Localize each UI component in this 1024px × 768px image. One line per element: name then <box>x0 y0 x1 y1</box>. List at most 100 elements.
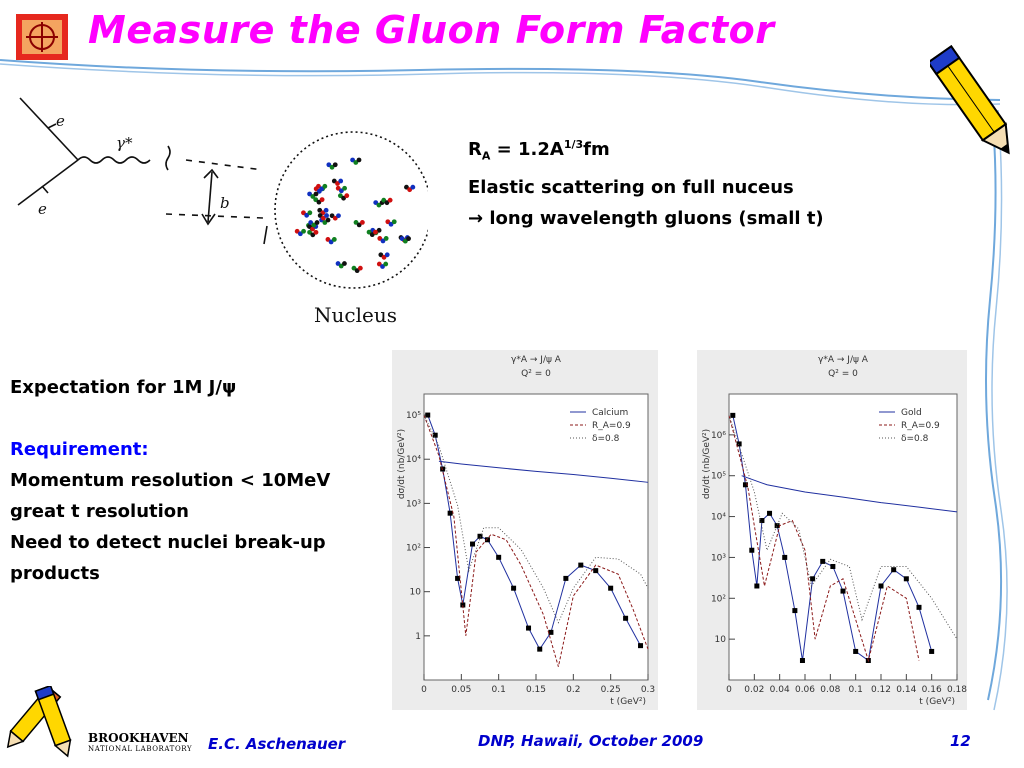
gold-chart: γ*A → J/ψ A Q² = 0 0 0.02 0.04 0.06 0.08 0.1 0.1… <box>702 355 967 707</box>
pencils-icon <box>6 686 72 758</box>
legend-entry: R_A=0.9 <box>592 421 631 431</box>
x-tick-label: 0.08 <box>820 685 840 695</box>
nucleon <box>332 162 338 168</box>
data-point <box>578 562 584 568</box>
legend-entry: δ=0.8 <box>592 434 620 444</box>
x-tick-label: 0.05 <box>451 685 471 695</box>
page-number: 12 <box>950 732 971 750</box>
y-tick-label: 10³ <box>406 499 421 509</box>
y-tick-label: 10⁵ <box>711 472 726 482</box>
nucleon-cluster <box>294 157 416 274</box>
data-point <box>742 482 748 488</box>
data-point <box>470 541 476 547</box>
data-point <box>608 585 614 591</box>
x-tick-label: 0.2 <box>566 685 580 695</box>
data-point <box>496 554 502 560</box>
nucleon <box>331 237 337 242</box>
data-point <box>736 441 742 447</box>
y-tick-label: 10 <box>410 588 422 598</box>
x-tick-label: 0.15 <box>526 685 546 695</box>
nucleon <box>406 236 411 242</box>
data-point <box>767 510 773 516</box>
data-point <box>455 575 461 581</box>
x-tick-label: 0.02 <box>744 685 764 695</box>
nucleon <box>391 219 397 225</box>
nucleon <box>356 157 362 163</box>
plot-frame <box>423 393 649 681</box>
data-point <box>593 568 599 574</box>
series-Gold-line <box>732 415 933 662</box>
nucleon <box>344 193 350 199</box>
data-point <box>425 412 431 418</box>
nucleon <box>322 183 328 189</box>
nucleon <box>376 227 382 233</box>
y-tick-label: 10 <box>715 635 727 645</box>
nucleon <box>323 207 329 213</box>
data-point <box>563 575 569 581</box>
x-tick-label: 0.06 <box>795 685 815 695</box>
nucleus-label: Nucleus <box>314 303 397 327</box>
series-coherent-line <box>741 475 958 513</box>
data-point <box>799 658 805 664</box>
chart-subtitle: Q² = 0 <box>828 369 858 379</box>
data-point <box>903 576 909 582</box>
nucleon <box>313 191 319 197</box>
chart-subtitle: Q² = 0 <box>521 369 551 379</box>
logo-icon <box>16 14 68 60</box>
y-tick-label: 1 <box>415 632 421 642</box>
legend-entry: R_A=0.9 <box>901 421 940 431</box>
elastic-scattering-line: Elastic scattering on full nuceus <box>468 176 794 198</box>
requirement-item: Need to detect nuclei break-up <box>10 532 326 553</box>
y-tick-label: 10⁴ <box>406 455 421 465</box>
series-08-line <box>423 414 649 624</box>
chart-title: γ*A → J/ψ A <box>511 355 562 365</box>
y-tick-label: 10² <box>406 544 421 554</box>
data-point <box>749 547 755 553</box>
data-point <box>782 554 788 560</box>
data-point <box>878 583 884 589</box>
nucleon <box>342 185 347 191</box>
nucleon <box>383 261 389 267</box>
legend-entry: Gold <box>901 408 922 418</box>
series-RA09-line <box>423 414 649 667</box>
data-point <box>810 576 816 582</box>
x-tick-label: 0.16 <box>922 685 942 695</box>
requirement-heading: Requirement: <box>10 439 149 460</box>
data-point <box>774 523 780 529</box>
data-point <box>460 602 466 608</box>
nucleon <box>336 213 341 219</box>
x-tick-label: 0 <box>421 685 427 695</box>
nuclear-radius-text: RA = 1.2A1/3fm Elastic scattering on ful… <box>468 128 824 236</box>
x-tick-label: 0.04 <box>770 685 790 695</box>
nucleon <box>384 252 390 258</box>
data-point <box>432 432 438 438</box>
nucleon <box>338 178 344 184</box>
data-point <box>484 537 490 543</box>
requirement-item: products <box>10 563 100 584</box>
nucleon <box>307 210 313 216</box>
nucleon <box>313 229 319 235</box>
data-point <box>792 608 798 614</box>
nucleon <box>387 197 393 203</box>
data-point <box>891 567 897 573</box>
y-axis-label: dσ/dt (nb/GeV²) <box>397 429 407 499</box>
data-point <box>853 648 859 654</box>
nucleon <box>319 197 325 203</box>
data-point <box>477 533 483 539</box>
y-tick-label: 10⁴ <box>711 513 726 523</box>
footer-event: DNP, Hawaii, October 2009 <box>478 732 704 750</box>
arrow-icon: → <box>468 207 484 229</box>
data-point <box>820 558 826 564</box>
data-point <box>548 629 554 635</box>
data-point <box>730 412 736 418</box>
data-point <box>447 510 453 516</box>
legend-entry: δ=0.8 <box>901 434 929 444</box>
x-axis-label: t (GeV²) <box>919 697 955 707</box>
data-point <box>759 518 765 524</box>
nucleon <box>301 228 306 234</box>
data-point <box>754 583 760 589</box>
electron-out-label: e <box>38 200 47 218</box>
x-tick-label: 0.18 <box>947 685 967 695</box>
y-axis-label: dσ/dt (nb/GeV²) <box>702 429 712 499</box>
